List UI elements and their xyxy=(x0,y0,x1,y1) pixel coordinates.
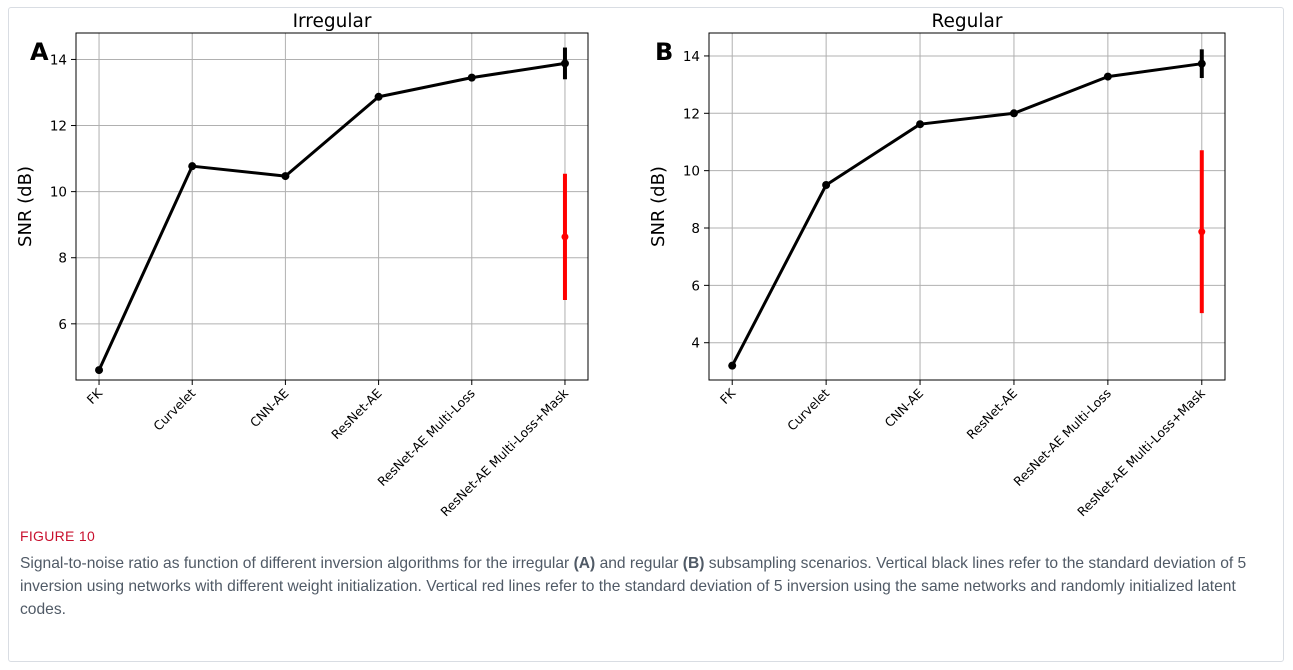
error-bar-center-point xyxy=(1198,228,1206,236)
caption-text-part: and regular xyxy=(595,555,683,572)
y-tick-label: 14 xyxy=(683,49,700,65)
x-tick-label: ResNet-AE xyxy=(328,385,385,442)
data-point xyxy=(822,180,831,189)
caption-ref-b: (B) xyxy=(682,555,705,572)
y-axis-label: SNR (dB) xyxy=(15,166,36,247)
chart-title: Regular xyxy=(932,11,1003,32)
y-axis-label: SNR (dB) xyxy=(648,166,669,247)
y-tick-label: 8 xyxy=(691,221,700,237)
caption-text-part: Signal-to-noise ratio as function of dif… xyxy=(20,555,574,572)
plot-frame xyxy=(708,32,1226,381)
panel-label: B xyxy=(655,38,673,66)
data-point xyxy=(728,361,737,370)
x-tick-label: CNN-AE xyxy=(882,385,927,430)
y-tick-label: 6 xyxy=(58,317,67,333)
data-point xyxy=(916,120,925,129)
data-point xyxy=(281,172,290,181)
x-tick-label: CNN-AE xyxy=(247,385,292,430)
y-tick-label: 6 xyxy=(691,278,700,294)
series-line xyxy=(730,62,1202,367)
caption-text-part: subsampling scenarios. Vertical black li… xyxy=(20,555,1247,618)
data-point xyxy=(95,366,104,375)
x-tick-label: FK xyxy=(84,385,106,407)
caption-text: Signal-to-noise ratio as function of dif… xyxy=(20,552,1270,621)
data-point xyxy=(188,162,197,171)
x-tick-label: FK xyxy=(717,385,739,407)
x-tick-label: Curvelet xyxy=(784,385,832,433)
x-tick-label: ResNet-AE Multi-Loss xyxy=(1010,386,1114,490)
chart-title: Irregular xyxy=(293,11,372,32)
data-point xyxy=(374,92,383,101)
caption-ref-a: (A) xyxy=(573,555,596,572)
x-tick-label: Curvelet xyxy=(150,385,198,433)
figure-frame xyxy=(8,7,1284,662)
data-point xyxy=(1197,59,1206,68)
data-point xyxy=(467,73,476,82)
y-tick-label: 12 xyxy=(50,119,67,135)
data-point xyxy=(1009,109,1018,118)
data-point xyxy=(1103,72,1112,81)
panel-label: A xyxy=(30,38,49,66)
y-tick-label: 8 xyxy=(58,251,67,267)
data-point xyxy=(560,59,569,68)
y-tick-label: 14 xyxy=(50,52,67,68)
figure-label: FIGURE 10 xyxy=(20,528,96,544)
x-tick-label: ResNet-AE xyxy=(964,385,1021,442)
error-bar-center-point xyxy=(561,233,569,241)
figure-caption: FIGURE 10 Signal-to-noise ratio as funct… xyxy=(20,528,1270,621)
series-line xyxy=(97,61,566,371)
y-tick-label: 10 xyxy=(683,164,700,180)
plot-frame xyxy=(75,32,589,381)
y-tick-label: 10 xyxy=(50,185,67,201)
y-tick-label: 12 xyxy=(683,106,700,122)
x-tick-label: ResNet-AE Multi-Loss xyxy=(374,386,478,490)
y-tick-label: 4 xyxy=(691,336,700,352)
